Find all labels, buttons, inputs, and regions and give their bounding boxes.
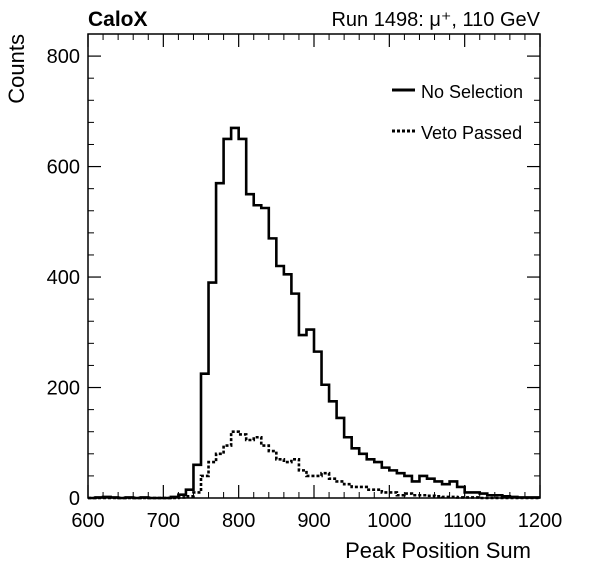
y-tick-label: 600 — [47, 157, 80, 179]
x-tick-label: 900 — [297, 510, 330, 532]
x-tick-label: 1000 — [367, 510, 412, 532]
x-tick-label: 800 — [222, 510, 255, 532]
x-axis-label: Peak Position Sum — [345, 538, 531, 563]
legend-label-veto-passed: Veto Passed — [421, 123, 522, 143]
axis-ticks — [87, 33, 541, 499]
series-no-selection-line — [88, 126, 540, 500]
x-tick-label: 1200 — [518, 510, 563, 532]
experiment-label: CaloX — [88, 8, 148, 31]
x-tick-labels: 600 700 800 900 1000 1100 1200 — [71, 510, 562, 532]
plot-frame — [87, 33, 541, 499]
y-tick-label: 0 — [69, 488, 80, 510]
x-tick-label: 1100 — [443, 510, 486, 532]
series-veto-passed-line — [88, 430, 540, 500]
y-tick-label: 800 — [47, 46, 80, 68]
y-tick-labels: 0 200 400 600 800 — [47, 46, 80, 510]
legend-label-no-selection: No Selection — [421, 82, 523, 102]
y-tick-label: 200 — [47, 378, 80, 400]
y-tick-label: 400 — [47, 267, 80, 289]
y-axis-label: Counts — [4, 34, 29, 104]
run-label: Run 1498: μ⁺, 110 GeV — [331, 9, 540, 31]
series-group — [88, 126, 540, 500]
x-tick-label: 600 — [71, 510, 104, 532]
x-tick-label: 700 — [147, 510, 180, 532]
legend: No Selection Veto Passed — [392, 82, 523, 143]
